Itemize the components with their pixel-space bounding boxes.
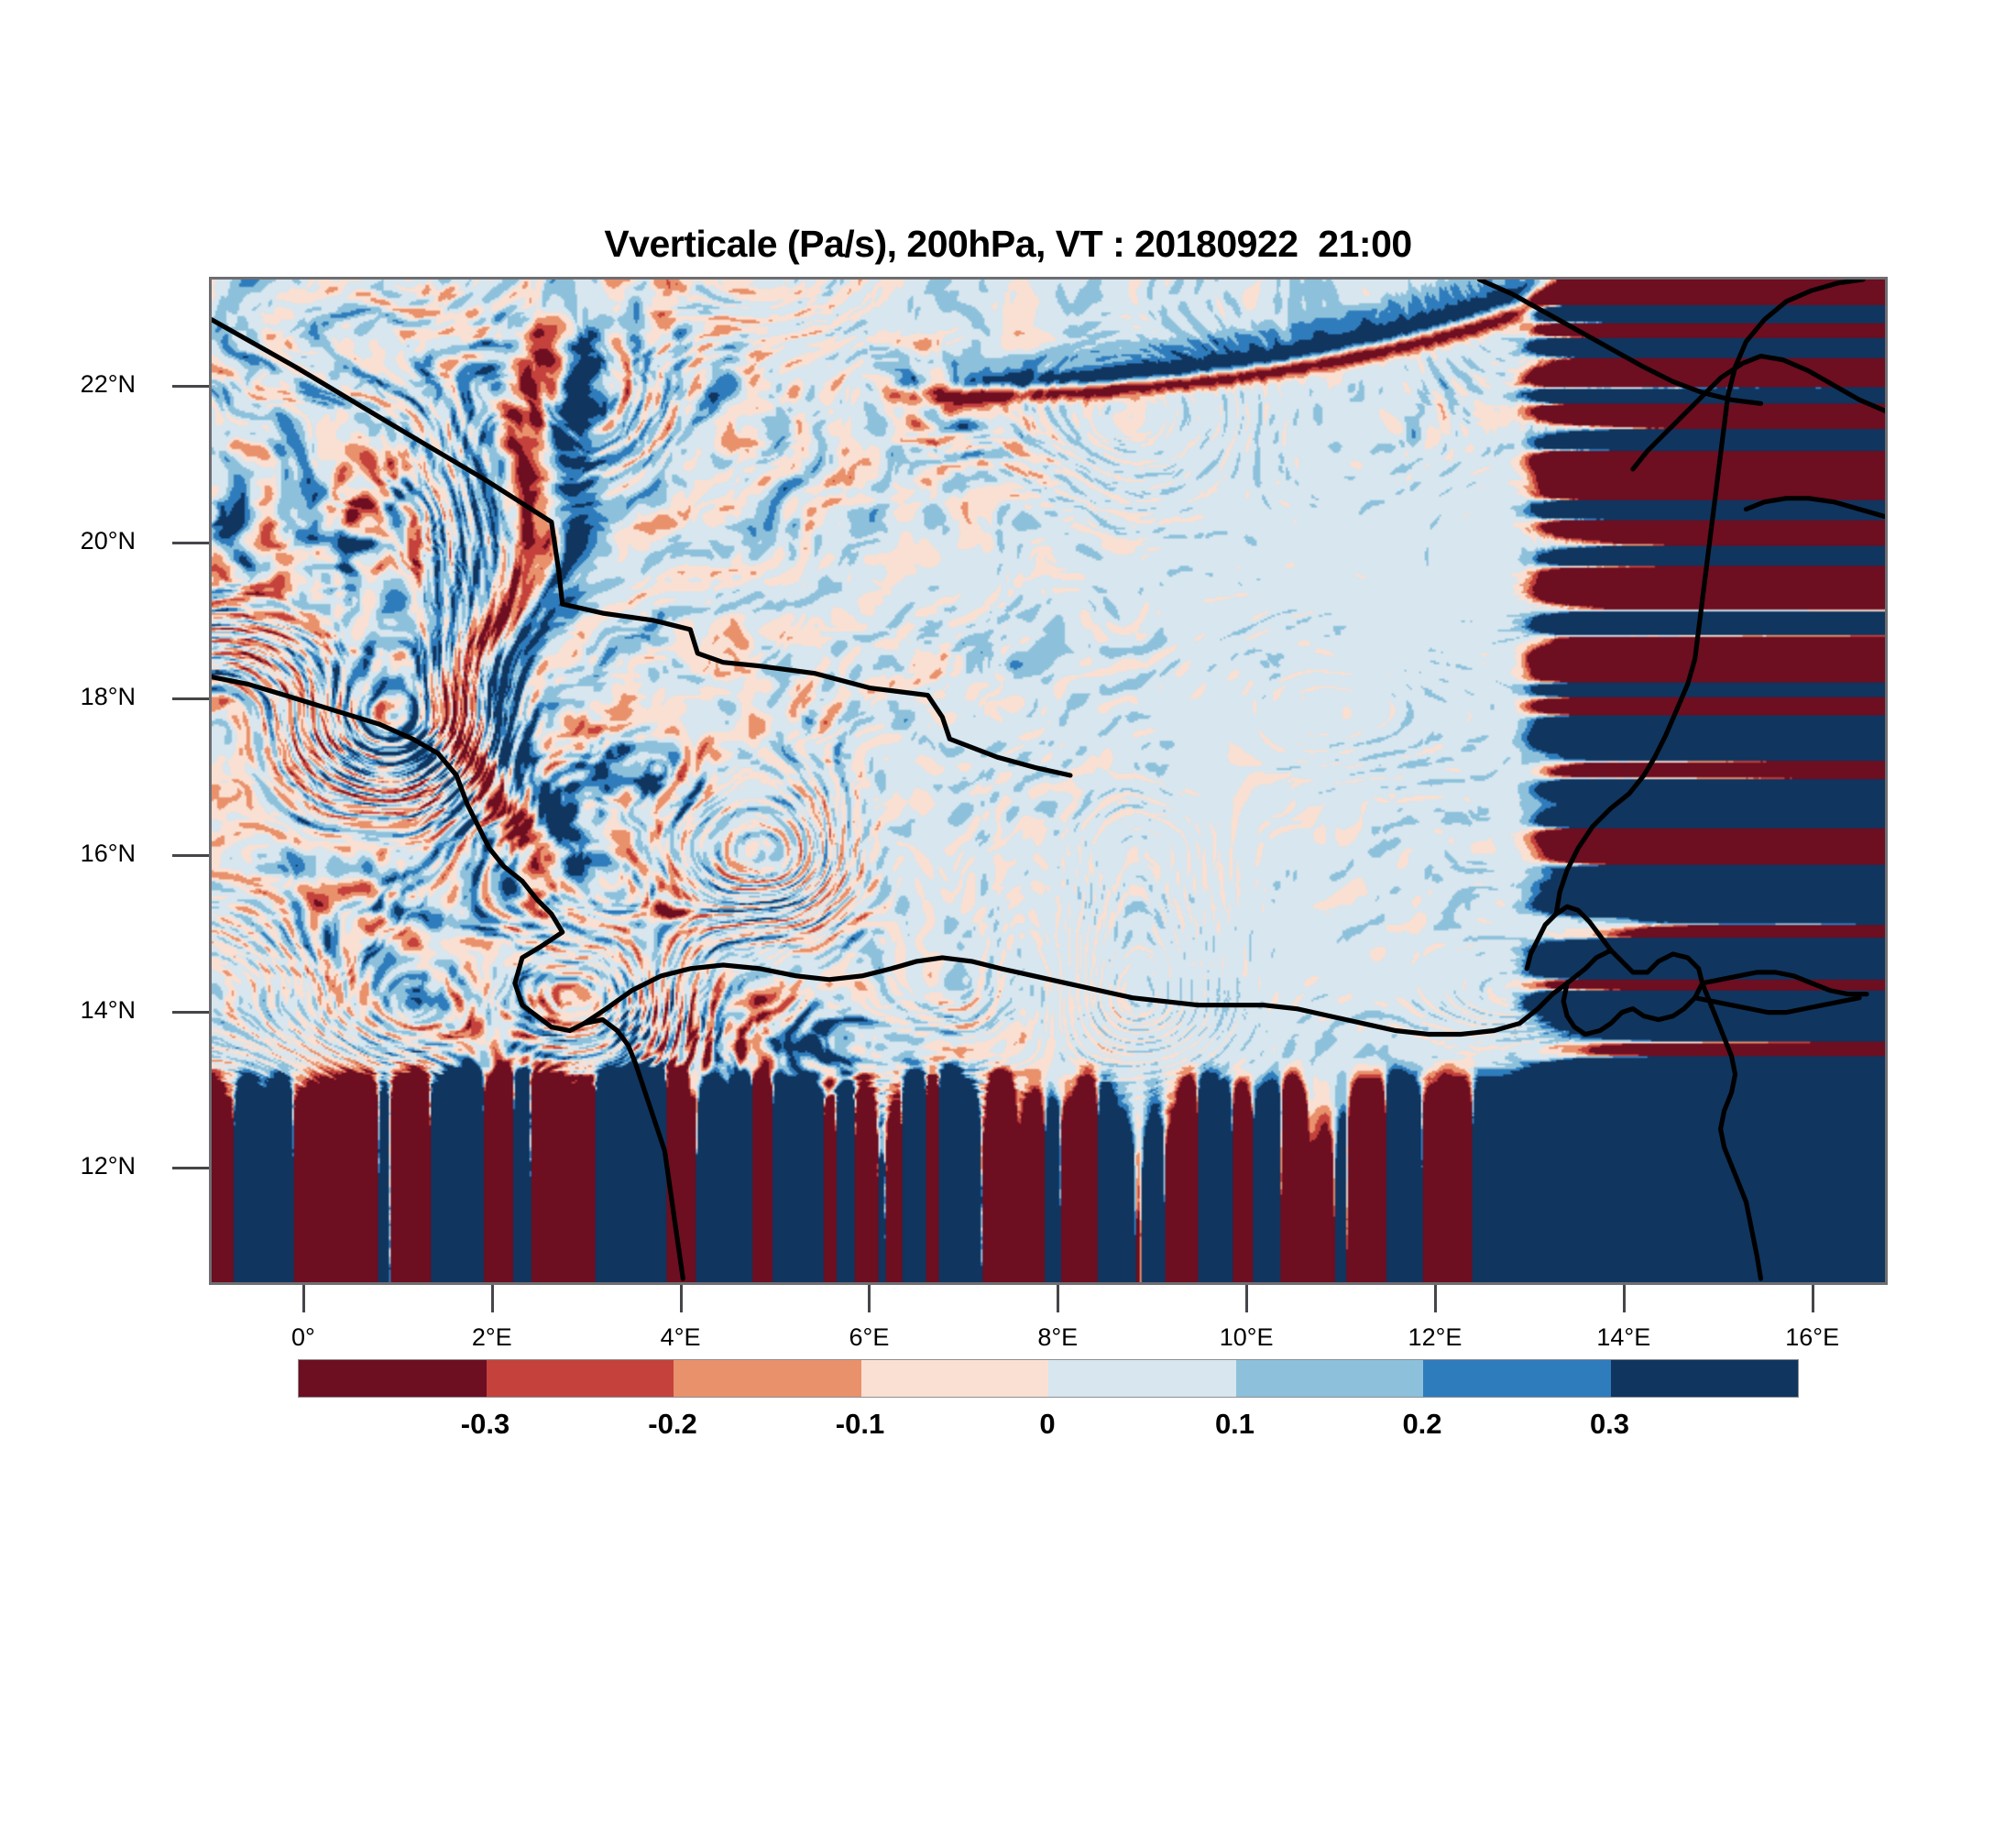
colorbar-tick-label: 0 <box>1039 1408 1056 1440</box>
longitude-tick-label: 10°E <box>1219 1323 1274 1351</box>
latitude-tick-label: 16°N <box>80 840 136 867</box>
longitude-tick-label: 12°E <box>1408 1323 1463 1351</box>
longitude-tick <box>301 1285 305 1312</box>
longitude-tick-label: 6°E <box>849 1323 890 1351</box>
longitude-tick-label: 8°E <box>1037 1323 1079 1351</box>
latitude-tick <box>172 541 209 544</box>
colorbar[interactable] <box>298 1359 1799 1398</box>
longitude-tick <box>1433 1285 1437 1312</box>
colorbar-tick-label: 0.2 <box>1402 1408 1442 1440</box>
longitude-tick <box>1811 1285 1814 1312</box>
longitude-tick <box>1622 1285 1626 1312</box>
colorbar-tick-label: 0.3 <box>1589 1408 1630 1440</box>
colorbar-swatch[interactable] <box>299 1360 487 1397</box>
colorbar-swatch[interactable] <box>1048 1360 1236 1397</box>
longitude-tick-label: 2°E <box>471 1323 512 1351</box>
latitude-tick <box>172 385 209 389</box>
latitude-tick <box>172 1010 209 1014</box>
colorbar-swatch[interactable] <box>1423 1360 1611 1397</box>
latitude-tick <box>172 1167 209 1170</box>
map-plot-area[interactable] <box>209 277 1888 1285</box>
colorbar-tick-label: -0.1 <box>835 1408 885 1440</box>
longitude-tick-label: 4°E <box>660 1323 701 1351</box>
colorbar-swatch[interactable] <box>486 1360 674 1397</box>
longitude-tick-label: 16°E <box>1785 1323 1840 1351</box>
latitude-tick-label: 20°N <box>80 526 136 554</box>
colorbar-tick-label: -0.2 <box>648 1408 697 1440</box>
longitude-tick <box>490 1285 494 1312</box>
colorbar-swatch[interactable] <box>1610 1360 1798 1397</box>
longitude-tick <box>1245 1285 1249 1312</box>
vertical-velocity-field <box>212 280 1885 1282</box>
latitude-tick-label: 22°N <box>80 370 136 399</box>
longitude-tick <box>679 1285 683 1312</box>
latitude-tick <box>172 697 209 701</box>
longitude-tick <box>868 1285 871 1312</box>
colorbar-tick-label: 0.1 <box>1214 1408 1255 1440</box>
page-title: Vverticale (Pa/s), 200hPa, VT : 20180922… <box>604 223 1412 265</box>
latitude-tick <box>172 854 209 857</box>
colorbar-swatch[interactable] <box>674 1360 861 1397</box>
longitude-tick-label: 0° <box>290 1323 315 1351</box>
latitude-tick-label: 12°N <box>80 1152 136 1180</box>
longitude-tick <box>1057 1285 1060 1312</box>
colorbar-swatch[interactable] <box>1235 1360 1423 1397</box>
latitude-tick-label: 18°N <box>80 683 136 711</box>
longitude-tick-label: 14°E <box>1596 1323 1651 1351</box>
colorbar-tick-label: -0.3 <box>460 1408 510 1440</box>
colorbar-swatch[interactable] <box>860 1360 1048 1397</box>
latitude-tick-label: 14°N <box>80 995 136 1024</box>
